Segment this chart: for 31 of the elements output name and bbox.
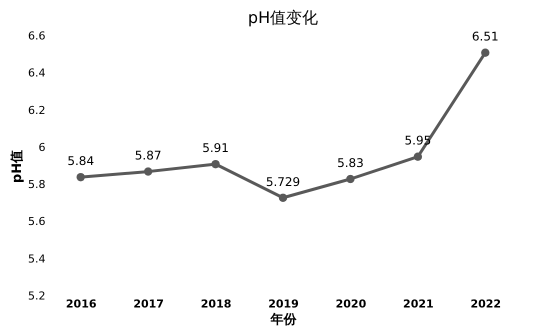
point [414, 152, 422, 161]
data-label: 5.87 [134, 148, 162, 163]
point [211, 160, 220, 168]
y-tick-label: 6.2 [28, 104, 46, 117]
x-tick-label: 2022 [470, 298, 502, 310]
point [346, 174, 355, 184]
point [76, 172, 85, 182]
point [278, 194, 288, 202]
x-axis-title: 年份 [270, 312, 298, 328]
data-label: 5.83 [337, 156, 364, 170]
chart-title: pH值变化 [248, 8, 318, 27]
x-tick-label: 2016 [66, 298, 97, 310]
y-tick-label: 5.8 [28, 178, 46, 192]
data-label: 5.729 [266, 174, 300, 189]
x-tick-label: 2018 [200, 298, 232, 310]
point [481, 48, 490, 57]
y-tick-label: 6.6 [28, 30, 46, 42]
x-tick-label: 2019 [268, 298, 299, 310]
x-tick-label: 2021 [403, 298, 434, 310]
y-tick-label: 6 [38, 140, 46, 154]
data-label: 5.84 [67, 154, 94, 168]
x-tick-label: 2020 [336, 298, 367, 310]
point [144, 167, 152, 176]
y-tick-label: 6.4 [28, 66, 46, 80]
data-label: 5.91 [202, 141, 229, 156]
data-label: 6.51 [472, 30, 499, 44]
y-tick-label: 5.6 [28, 215, 46, 228]
y-tick-label: 5.2 [28, 290, 46, 302]
y-axis-title: pH值 [10, 150, 26, 184]
x-tick-label: 2017 [133, 298, 164, 310]
y-tick-label: 5.4 [28, 252, 46, 266]
